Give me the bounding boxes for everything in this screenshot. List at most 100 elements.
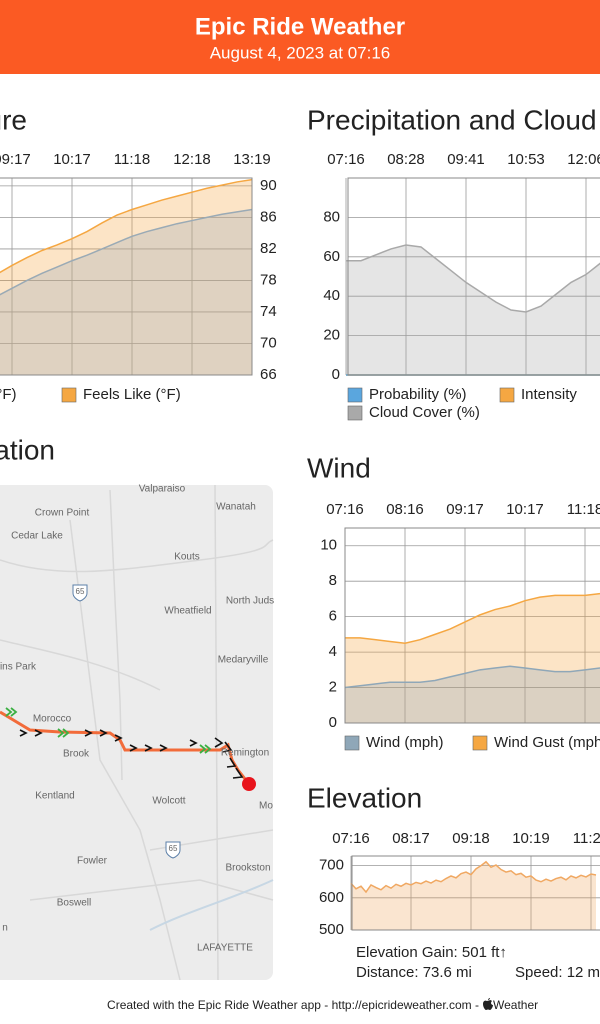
series-line bbox=[350, 860, 597, 894]
map-label: Remington bbox=[221, 748, 269, 759]
map-label: Valparaiso bbox=[139, 484, 186, 495]
x-tick-label: 13:19 bbox=[233, 151, 271, 168]
x-tick-label: 08:16 bbox=[386, 501, 424, 518]
legend-label: Cloud Cover (%) bbox=[369, 404, 480, 421]
plot-frame bbox=[0, 177, 253, 376]
x-tick-label: 09:41 bbox=[447, 151, 485, 168]
annotation: Speed: 12 mph bbox=[515, 964, 600, 981]
map-label: Kentland bbox=[35, 791, 74, 802]
legend-label: Probability (%) bbox=[369, 386, 467, 403]
map-label: 65 bbox=[76, 587, 85, 596]
y-tick-label: 90 bbox=[260, 177, 277, 194]
y-tick-label: 40 bbox=[323, 287, 340, 304]
y-tick-label: 66 bbox=[260, 366, 277, 383]
x-tick-label: 07:16 bbox=[327, 151, 365, 168]
map: Valparaiso Wanatah Crown Point Cedar Lake Ko… bbox=[0, 484, 274, 981]
x-tick-label: 11:18 bbox=[567, 501, 600, 518]
annotation: Elevation Gain: 501 ft↑ bbox=[356, 944, 507, 961]
series-line bbox=[0, 178, 253, 274]
x-tick-label: 12:06 bbox=[567, 151, 600, 168]
area-fill bbox=[351, 861, 596, 930]
y-tick-label: 0 bbox=[329, 714, 337, 731]
x-tick-label: 10:19 bbox=[512, 830, 550, 847]
y-tick-label: 60 bbox=[323, 248, 340, 265]
legend-swatch bbox=[344, 735, 360, 751]
highway-shield bbox=[165, 841, 181, 859]
x-tick-label: 09:17 bbox=[0, 151, 31, 168]
plot-frame bbox=[344, 527, 600, 724]
area-fill bbox=[0, 209, 252, 375]
plot-area bbox=[344, 527, 600, 724]
map-labels: Valparaiso Wanatah Crown Point Cedar Lake Ko… bbox=[0, 484, 274, 954]
chart-title: Precipitation and Cloud Cover bbox=[307, 104, 600, 135]
series-line bbox=[344, 665, 600, 689]
chart-title: Elevation bbox=[307, 782, 422, 813]
plot-area bbox=[347, 177, 600, 376]
series-line bbox=[0, 208, 253, 296]
y-tick-label: 74 bbox=[260, 303, 277, 320]
wind-arrows bbox=[19, 729, 244, 779]
x-tick-label: 11:18 bbox=[114, 151, 150, 168]
x-tick-label: 10:17 bbox=[53, 151, 91, 168]
y-tick-label: 86 bbox=[260, 208, 277, 225]
legend-swatch bbox=[347, 405, 363, 421]
map-label: ins Park bbox=[0, 662, 37, 673]
legend-label: Intensity bbox=[521, 386, 577, 403]
map-label: n bbox=[2, 923, 8, 934]
area-fill bbox=[0, 179, 252, 375]
map-label: LAFAYETTE bbox=[197, 943, 253, 954]
end-marker bbox=[242, 777, 256, 791]
y-tick-label: 6 bbox=[329, 608, 337, 625]
y-tick-label: 600 bbox=[319, 889, 344, 906]
legend-label: Wind Gust (mph) bbox=[494, 734, 600, 751]
x-tick-label: 12:18 bbox=[173, 151, 211, 168]
y-tick-label: 2 bbox=[329, 679, 337, 696]
legend-label: Feels Like (°F) bbox=[83, 386, 181, 403]
x-tick-label: 09:18 bbox=[452, 830, 490, 847]
legend-swatch bbox=[499, 387, 515, 403]
y-tick-label: 70 bbox=[260, 334, 277, 351]
chart-title: Wind bbox=[307, 452, 371, 483]
map-title: Location bbox=[0, 434, 55, 465]
series-line bbox=[345, 592, 600, 644]
y-tick-label: 4 bbox=[329, 643, 337, 660]
area-fill bbox=[345, 593, 600, 723]
map-label: North Juds bbox=[226, 596, 274, 607]
app-title: Epic Ride Weather bbox=[195, 13, 405, 40]
header-bar bbox=[0, 0, 600, 74]
y-tick-label: 0 bbox=[332, 366, 340, 383]
apple-logo bbox=[483, 998, 493, 1010]
x-tick-label: 08:28 bbox=[387, 151, 425, 168]
river bbox=[149, 879, 274, 931]
legend-label: Temperature (°F) bbox=[0, 386, 17, 403]
series-line bbox=[346, 244, 600, 313]
map-background bbox=[0, 485, 273, 980]
y-tick-label: 8 bbox=[329, 572, 337, 589]
footer-text: Created with the Epic Ride Weather app -… bbox=[107, 998, 479, 1012]
map-label: Brook bbox=[63, 749, 90, 760]
map-label: Morocco bbox=[33, 714, 72, 725]
x-tick-label: 10:53 bbox=[507, 151, 545, 168]
map-label: Boswell bbox=[57, 898, 91, 909]
roads bbox=[0, 484, 274, 981]
map-label: Fowler bbox=[77, 856, 108, 867]
y-tick-label: 78 bbox=[260, 271, 277, 288]
legend-swatch bbox=[347, 387, 363, 403]
map-label: Wheatfield bbox=[164, 606, 211, 617]
chart-title: Temperature bbox=[0, 104, 27, 135]
y-tick-label: 20 bbox=[323, 327, 340, 344]
y-tick-label: 80 bbox=[323, 208, 340, 225]
footer-brand: Weather bbox=[493, 998, 538, 1012]
area-fill bbox=[345, 666, 600, 723]
legend-swatch bbox=[61, 387, 77, 403]
map-label: Kouts bbox=[174, 552, 200, 563]
x-tick-label: 09:17 bbox=[446, 501, 484, 518]
map-label: Wolcott bbox=[152, 796, 185, 807]
x-tick-label: 08:17 bbox=[392, 830, 430, 847]
y-tick-label: 700 bbox=[319, 857, 344, 874]
x-tick-label: 10:17 bbox=[506, 501, 544, 518]
plot-frame bbox=[351, 855, 600, 931]
highway-shield bbox=[72, 584, 88, 602]
